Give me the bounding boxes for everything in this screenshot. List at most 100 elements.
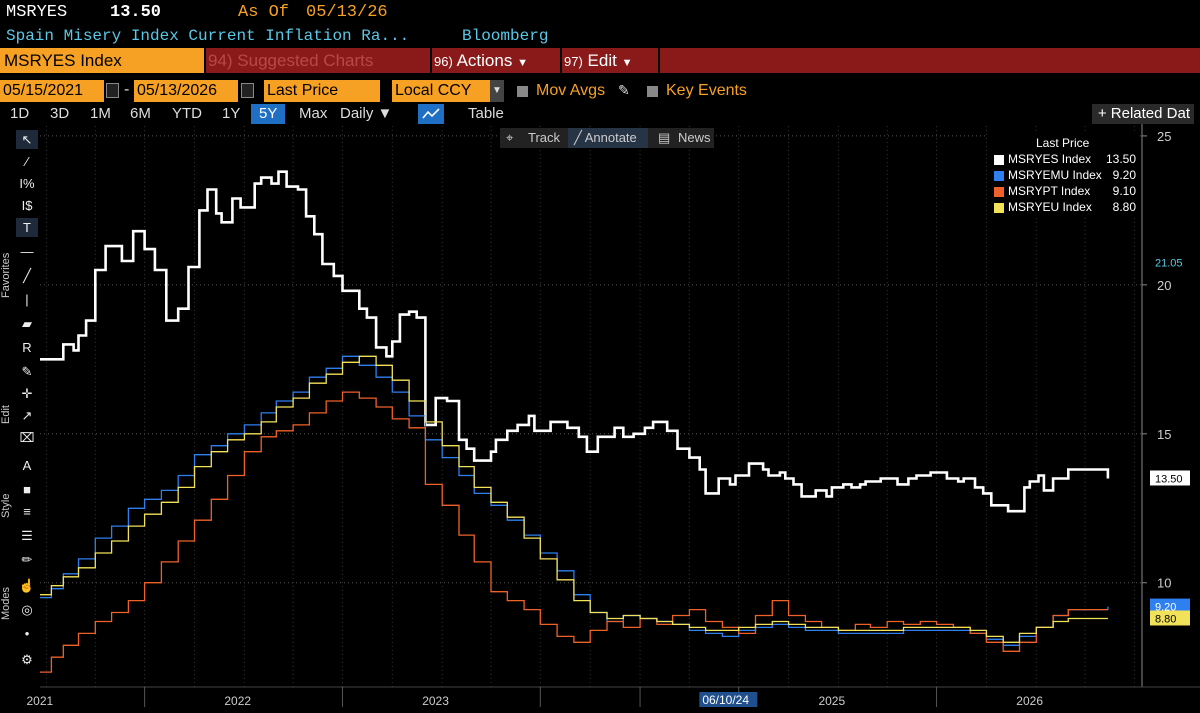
edit-tab[interactable]: Edit <box>0 405 12 424</box>
table-button[interactable]: Table <box>468 105 504 122</box>
legend-swatch <box>994 155 1004 165</box>
settings-icon[interactable]: ⚙ <box>21 652 33 667</box>
chevron-down-icon: ▼ <box>621 57 633 69</box>
pen-icon[interactable]: ✎ <box>21 364 33 379</box>
axis-value-tag-bg <box>1150 598 1190 614</box>
mov-avgs-checkbox[interactable] <box>517 86 528 97</box>
field-select[interactable]: Last Price <box>264 80 380 102</box>
axis-value-tag-bg <box>1149 254 1191 271</box>
x-tick-label: 2025 <box>818 694 845 708</box>
key-events-checkbox[interactable] <box>647 86 658 97</box>
chevron-down-icon: ▼ <box>517 57 528 69</box>
asof-label: As Of <box>238 3 290 22</box>
dollar-tool-icon[interactable]: I$ <box>21 198 33 213</box>
ticker-symbol: MSRYES <box>6 3 68 22</box>
related-data-button[interactable]: + Related Dat <box>1091 104 1194 124</box>
news-icon: ▤ <box>658 130 671 145</box>
axis-value-tag: 13.50 <box>1155 473 1183 485</box>
legend-entry[interactable]: MSRYEU Index 8.80 <box>994 200 1140 216</box>
chart-legend: Last Price MSRYES Index 13.50 MSRYEMU In… <box>988 134 1140 218</box>
axis-value-tag-bg <box>1150 610 1190 626</box>
edit-menu[interactable]: 97) Edit ▼ <box>564 48 632 73</box>
series-line-msryeu <box>40 355 1108 643</box>
axis-value-tag: 8.80 <box>1155 613 1176 625</box>
start-date-input[interactable]: 05/15/2021 <box>0 80 104 102</box>
select-arrow-icon[interactable]: ↗ <box>21 408 33 423</box>
frequency-select[interactable]: Daily ▼ <box>340 105 393 122</box>
pencil-icon[interactable]: ✎ <box>618 82 630 98</box>
period-1d[interactable]: 1D <box>10 105 30 122</box>
annotate-tab[interactable]: ╱ Annotate <box>568 128 648 148</box>
pointer-mode-icon[interactable]: ☝ <box>18 578 36 593</box>
legend-entry[interactable]: MSRYPT Index 9.10 <box>994 184 1140 200</box>
edit-label: Edit <box>587 51 617 70</box>
x-cursor-tag-bg <box>699 692 758 707</box>
legend-entry[interactable]: MSRYEMU Index 9.20 <box>994 168 1140 184</box>
calendar-icon[interactable] <box>106 83 119 98</box>
header-line: MSRYES 13.50 As Of 05/13/26 <box>0 0 1200 26</box>
legend-swatch <box>994 203 1004 213</box>
suggested-charts-button[interactable]: 94) Suggested Charts <box>208 51 374 70</box>
settings-row: 05/15/2021 - 05/13/2026 Last Price Local… <box>0 80 1200 102</box>
legend-series-name: MSRYEU Index <box>1008 200 1092 214</box>
trend-line-icon[interactable]: ╱ <box>23 268 31 283</box>
legend-entry[interactable]: MSRYES Index 13.50 <box>994 152 1140 168</box>
actions-label: Actions <box>456 51 513 70</box>
move-icon[interactable]: ✛ <box>21 386 33 401</box>
text-tool-icon[interactable]: T <box>16 218 38 237</box>
y-tick-label: 25 <box>1157 129 1171 144</box>
vline-icon[interactable]: | <box>25 292 29 307</box>
series-line-msrypt <box>40 391 1108 673</box>
pencil-icon[interactable]: ✏ <box>21 552 33 567</box>
cursor-icon[interactable]: ↖ <box>16 130 38 149</box>
period-1m[interactable]: 1M <box>90 105 111 122</box>
actions-menu[interactable]: 96) Actions ▼ <box>434 48 528 73</box>
calendar-icon[interactable] <box>241 83 254 98</box>
drawing-toolbar: Favorites Edit Style Modes ↖ ∕ I% I$ T — ╱ | ▰ R ✎… <box>0 126 40 674</box>
axis-value-tag: 21.05 <box>1155 258 1183 270</box>
style-tab[interactable]: Style <box>0 493 12 518</box>
legend-series-name: MSRYEMU Index <box>1008 168 1102 182</box>
favorites-tab[interactable]: Favorites <box>0 252 12 298</box>
key-events-label: Key Events <box>666 82 747 99</box>
trash-icon[interactable]: ⌧ <box>19 430 35 445</box>
channel-icon[interactable]: ▰ <box>22 316 32 331</box>
period-5y[interactable]: 5Y <box>251 104 286 124</box>
end-date-input[interactable]: 05/13/2026 <box>134 80 238 102</box>
crosshair-mode-icon[interactable]: ◎ <box>21 602 33 617</box>
palette-icon[interactable]: • <box>24 626 30 641</box>
chart-tab-bar: ⌖ Track ╱ Annotate ▤ News <box>500 128 714 148</box>
line-chart-icon[interactable] <box>418 104 444 124</box>
label-icon[interactable]: R <box>22 340 32 355</box>
track-tab[interactable]: Track <box>528 130 561 145</box>
period-6m[interactable]: 6M <box>130 105 151 122</box>
asof-date: 05/13/26 <box>306 3 388 22</box>
y-tick-label: 10 <box>1157 576 1171 591</box>
period-ytd[interactable]: YTD <box>172 105 202 122</box>
edit-number: 97) <box>564 54 583 69</box>
mov-avgs-label: Mov Avgs <box>536 82 606 99</box>
period-1y[interactable]: 1Y <box>222 105 241 122</box>
legend-series-value: 9.10 <box>1112 184 1136 198</box>
security-field[interactable]: MSRYES Index <box>0 48 204 73</box>
legend-series-value: 9.20 <box>1112 168 1136 182</box>
chevron-down-icon[interactable]: ▼ <box>490 80 504 102</box>
period-3d[interactable]: 3D <box>50 105 70 122</box>
percent-tool-icon[interactable]: I% <box>19 176 35 191</box>
line-style-icon[interactable]: ☰ <box>21 528 33 543</box>
series-line-msryes <box>40 170 1110 513</box>
modes-tab[interactable]: Modes <box>0 586 12 620</box>
hline-icon[interactable]: — <box>20 244 34 259</box>
period-max[interactable]: Max <box>299 105 328 122</box>
color-box-icon[interactable]: ■ <box>23 482 31 497</box>
security-description: Spain Misery Index Current Inflation Ra.… <box>6 27 410 45</box>
font-icon[interactable]: A <box>22 458 32 473</box>
line-draw-icon[interactable]: ∕ <box>25 154 29 169</box>
line-weight-icon[interactable]: ≡ <box>23 504 31 519</box>
x-tick-label: 06/10/24 <box>702 693 749 707</box>
annotate-label: Annotate <box>584 130 637 145</box>
source-label: Bloomberg <box>462 27 549 45</box>
currency-select[interactable]: Local CCY <box>392 80 490 102</box>
news-tab[interactable]: News <box>678 130 711 145</box>
